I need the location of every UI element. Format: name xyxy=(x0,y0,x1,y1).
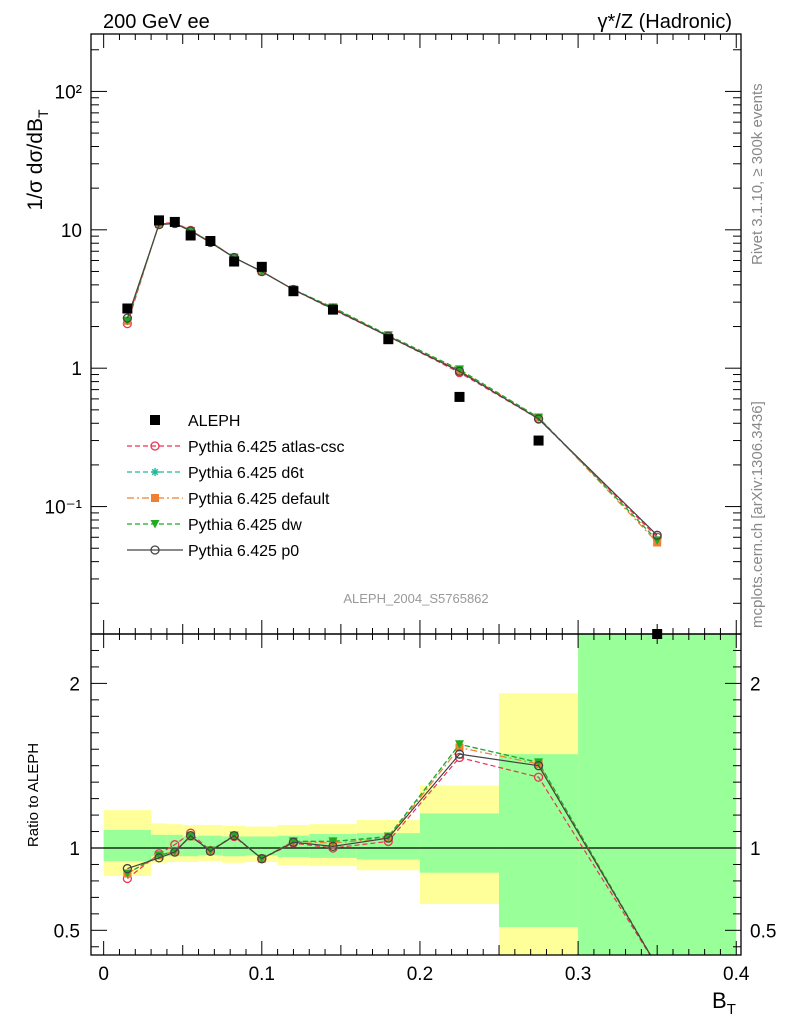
ratio-series-marker xyxy=(454,749,465,759)
ratio-series-marker xyxy=(533,772,544,782)
data-point xyxy=(169,216,180,227)
ratio-series-marker xyxy=(328,837,338,846)
x-tick-label: 0.2 xyxy=(407,964,433,985)
ratio-mc-curves xyxy=(122,740,652,956)
svg-text:1/σ dσ/dBT: 1/σ dσ/dBT xyxy=(24,109,51,210)
svg-text:BT: BT xyxy=(712,988,736,1018)
ratio-series-marker xyxy=(154,851,164,860)
legend-label: Pythia 6.425 atlas-csc xyxy=(188,439,345,456)
header-left: 200 GeV ee xyxy=(103,11,210,33)
band-inner-rect xyxy=(578,634,737,955)
ratio-series-marker xyxy=(288,837,299,847)
x-tick-label: 0.4 xyxy=(723,964,750,985)
data-point xyxy=(185,230,196,241)
ratio-series-marker xyxy=(383,833,393,843)
main-ylabel: 1/σ dσ/dBT xyxy=(24,109,51,210)
ratio-series-marker xyxy=(454,740,464,749)
ratio-series-marker xyxy=(186,832,196,841)
main-ylabel-text: 1/σ dσ/dB xyxy=(24,118,47,210)
main-series-marker xyxy=(454,366,465,376)
band-inner-rect xyxy=(182,836,199,857)
legend-marker xyxy=(150,441,160,451)
ratio-series-marker xyxy=(328,841,338,852)
band-inner-rect xyxy=(245,836,278,856)
legend-label: Pythia 6.425 default xyxy=(188,491,330,508)
y-tick-label: 10 xyxy=(61,221,82,242)
ratio-series-marker xyxy=(154,853,164,863)
data-point xyxy=(256,261,267,272)
ratio-series-marker xyxy=(229,831,239,841)
mcplots-label: mcplots.cern.ch [arXiv:1306.3436] xyxy=(749,401,766,628)
main-ylabel-sub: T xyxy=(35,109,51,118)
ratio-series-line xyxy=(127,756,651,956)
legend-marker xyxy=(150,520,160,529)
axes: 0 0.1 0.2 0.3 0.4 10⁻¹ 1 10 10² 0.5 0.5 1 1 2 2 xyxy=(45,33,776,985)
x-axis-title: BT xyxy=(712,988,736,1018)
ratio-series-line xyxy=(127,753,651,956)
main-series-marker xyxy=(533,414,544,424)
ratio-y-tick-label: 2 xyxy=(69,674,80,695)
legend-label: ALEPH xyxy=(188,413,240,430)
main-series-marker xyxy=(652,530,662,540)
data-point xyxy=(122,303,133,314)
analysis-watermark: ALEPH_2004_S5765862 xyxy=(343,591,488,606)
data-point xyxy=(454,391,465,402)
main-series-marker xyxy=(122,316,132,326)
ratio-series-marker xyxy=(122,863,133,874)
ratio-series-marker xyxy=(257,854,267,864)
band-inner-rect xyxy=(198,835,223,856)
legend-label: Pythia 6.425 d6t xyxy=(188,465,304,482)
ratio-series-marker xyxy=(205,846,216,856)
ratio-series-marker xyxy=(170,847,180,857)
ratio-y-tick-label: 1 xyxy=(69,839,80,860)
ratio-y-tick-label-right: 1 xyxy=(750,839,761,860)
band-inner-rect xyxy=(103,829,152,862)
data-point xyxy=(327,304,338,315)
data-point xyxy=(288,286,299,297)
band-inner-rect xyxy=(419,813,500,873)
ratio-frame xyxy=(90,633,742,956)
legend-label: Pythia 6.425 p0 xyxy=(188,543,299,560)
y-tick-label: 10² xyxy=(55,82,82,103)
data-point xyxy=(533,435,544,446)
ratio-y-tick-label-right: 2 xyxy=(750,674,761,695)
x-tick-label: 0.1 xyxy=(249,964,275,985)
ratio-series-marker xyxy=(454,752,465,763)
data-point xyxy=(205,236,216,247)
legend-label: Pythia 6.425 dw xyxy=(188,517,302,534)
legend-marker xyxy=(150,545,160,555)
xlabel-sub: T xyxy=(727,1001,736,1018)
ratio-ylabel: Ratio to ALEPH xyxy=(25,743,42,847)
xlabel-text: B xyxy=(712,988,727,1013)
x-tick-label: 0.3 xyxy=(565,964,591,985)
ratio-series-marker xyxy=(533,761,544,771)
ratio-uncertainty-bands xyxy=(91,634,741,955)
rivet-version-label: Rivet 3.1.10, ≥ 300k events xyxy=(749,83,766,265)
legend: ALEPH Pythia 6.425 atlas-csc Pythia 6.425 … xyxy=(127,413,345,560)
main-data-points xyxy=(122,215,663,639)
ratio-series-marker xyxy=(185,831,196,841)
data-point xyxy=(154,215,165,226)
y-tick-label: 10⁻¹ xyxy=(45,498,83,519)
legend-marker xyxy=(151,494,159,502)
data-point xyxy=(383,334,394,345)
ratio-series-marker xyxy=(534,758,544,767)
data-point xyxy=(229,256,240,267)
main-series-marker xyxy=(122,313,133,323)
header-right: γ*/Z (Hadronic) xyxy=(598,11,732,33)
ratio-y-tick-label-right: 0.5 xyxy=(750,921,776,942)
band-inner-rect xyxy=(499,754,579,928)
legend-data-marker xyxy=(150,415,160,425)
main-series-line xyxy=(126,222,658,536)
ratio-y-tick-label: 0.5 xyxy=(54,921,80,942)
y-tick-label: 1 xyxy=(71,359,82,380)
legend-marker xyxy=(151,468,159,476)
x-tick-label: 0 xyxy=(98,964,109,985)
